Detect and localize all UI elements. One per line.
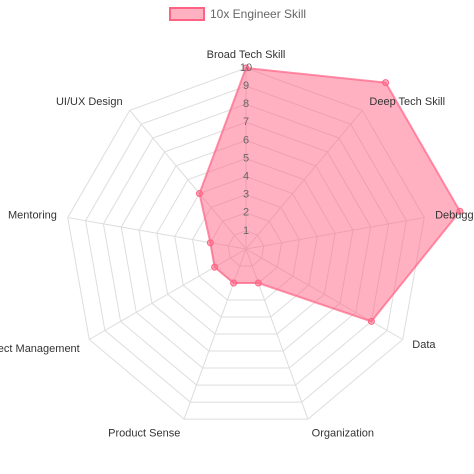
category-label: Deep Tech Skill: [369, 96, 445, 108]
r-tick-label: 10: [240, 62, 252, 74]
r-tick-label: 9: [243, 80, 249, 92]
data-point: [254, 279, 262, 287]
r-tick-label: 8: [243, 98, 249, 110]
category-label: Broad Tech Skill: [207, 49, 286, 61]
data-point: [456, 207, 464, 215]
category-label: Mentoring: [8, 210, 57, 222]
legend-swatch: [169, 7, 205, 21]
data-point: [382, 79, 390, 87]
r-tick-label: 3: [243, 189, 249, 201]
data: [195, 64, 464, 325]
data-point: [195, 190, 203, 198]
r-tick-label: 4: [243, 171, 249, 183]
r-tick-label: 2: [243, 207, 249, 219]
data-point: [206, 239, 214, 247]
data-point: [242, 64, 250, 72]
category-label: Debugging: [435, 210, 474, 222]
r-tick-label: 6: [243, 134, 249, 146]
category-label: Project Management: [0, 343, 80, 355]
r-tick-label: 1: [243, 225, 249, 237]
category-label: Product Sense: [108, 427, 180, 439]
data-point: [230, 279, 238, 287]
category-label: Data: [412, 339, 436, 351]
category-label: Organization: [312, 427, 374, 439]
r-tick-label: 5: [243, 152, 249, 164]
series-area: [198, 66, 462, 323]
data-point: [211, 263, 219, 271]
r-tick-label: 7: [243, 116, 249, 128]
data-point: [367, 317, 375, 325]
legend-label: 10x Engineer Skill: [210, 7, 306, 21]
legend: 10x Engineer Skill: [169, 7, 306, 21]
category-label: UI/UX Design: [56, 96, 123, 108]
